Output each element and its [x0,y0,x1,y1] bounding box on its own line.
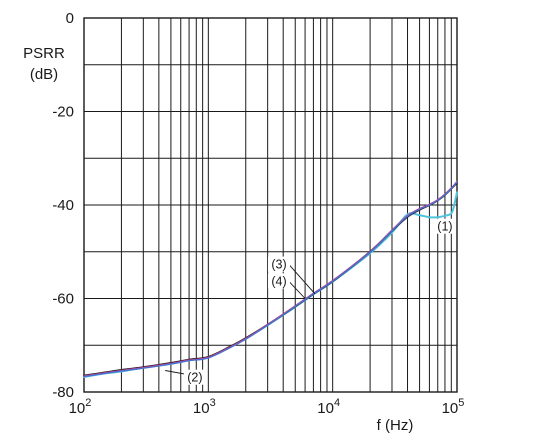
y-axis-title-line-2: (dB) [30,66,58,83]
x-tick-label: 104 [317,397,340,417]
plot-frame [83,17,458,393]
annotation-label-background [267,273,290,289]
annotation-label-background [267,256,290,272]
y-tick-label: -20 [52,104,74,121]
y-tick-label: -80 [52,384,74,401]
y-tick-label: -40 [52,197,74,214]
y-axis-title-line-1: PSRR [23,45,65,62]
series-line-4 [83,181,458,378]
annotation-label-background [183,369,206,385]
curve-annotations: (1) (2) (3) (4) [165,218,456,385]
grid [83,17,458,393]
annotation-label: (2) [187,371,202,385]
annotation-leader-line [288,281,306,299]
x-tick-label: 103 [193,397,216,417]
annotation-label: (1) [437,220,452,234]
annotation-label: (3) [271,258,286,272]
annotation-label: (4) [271,274,286,288]
y-tick-label: 0 [66,10,74,27]
y-tick-label: -60 [52,291,74,308]
series-lines [83,180,458,378]
x-axis-title: f (Hz) [377,417,414,434]
annotation-label-background [433,218,456,234]
x-tick-label: 105 [442,397,465,417]
x-tick-label: 102 [69,397,92,417]
annotation-leader-line [288,264,316,295]
